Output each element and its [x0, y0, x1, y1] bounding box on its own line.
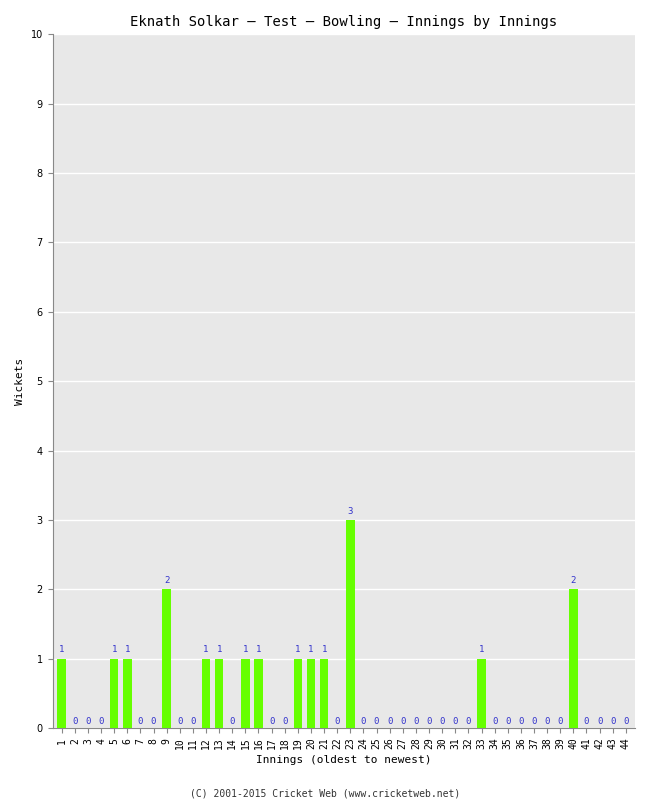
Text: 1: 1	[242, 646, 248, 654]
Text: 1: 1	[321, 646, 327, 654]
Text: 0: 0	[85, 717, 90, 726]
Text: 0: 0	[465, 717, 471, 726]
Text: (C) 2001-2015 Cricket Web (www.cricketweb.net): (C) 2001-2015 Cricket Web (www.cricketwe…	[190, 788, 460, 798]
Text: 0: 0	[426, 717, 432, 726]
Text: 1: 1	[308, 646, 314, 654]
Text: 0: 0	[177, 717, 183, 726]
Text: 0: 0	[269, 717, 274, 726]
Text: 0: 0	[492, 717, 497, 726]
Text: 1: 1	[112, 646, 117, 654]
Text: 1: 1	[125, 646, 130, 654]
Bar	[477, 658, 486, 728]
Bar	[294, 658, 302, 728]
Text: 0: 0	[98, 717, 104, 726]
Text: 0: 0	[584, 717, 589, 726]
Bar	[346, 520, 355, 728]
Text: 0: 0	[623, 717, 629, 726]
Text: 1: 1	[295, 646, 300, 654]
Bar	[123, 658, 131, 728]
Bar	[110, 658, 118, 728]
Text: 0: 0	[610, 717, 616, 726]
Text: 0: 0	[545, 717, 550, 726]
Y-axis label: Wickets: Wickets	[15, 358, 25, 405]
Bar	[320, 658, 328, 728]
Text: 2: 2	[164, 576, 170, 585]
Bar	[57, 658, 66, 728]
Bar	[254, 658, 263, 728]
Text: 0: 0	[72, 717, 77, 726]
Bar	[202, 658, 211, 728]
Text: 1: 1	[216, 646, 222, 654]
Bar	[162, 590, 171, 728]
Text: 0: 0	[387, 717, 393, 726]
Bar	[215, 658, 224, 728]
Text: 1: 1	[479, 646, 484, 654]
Text: 1: 1	[203, 646, 209, 654]
Text: 0: 0	[452, 717, 458, 726]
Text: 0: 0	[229, 717, 235, 726]
Text: 1: 1	[256, 646, 261, 654]
Text: 0: 0	[531, 717, 537, 726]
Text: 0: 0	[361, 717, 366, 726]
Text: 1: 1	[59, 646, 64, 654]
Text: 0: 0	[413, 717, 419, 726]
Text: 0: 0	[597, 717, 603, 726]
Text: 0: 0	[151, 717, 156, 726]
Text: 0: 0	[558, 717, 563, 726]
Bar	[241, 658, 250, 728]
Text: 0: 0	[374, 717, 379, 726]
Bar	[569, 590, 578, 728]
Text: 0: 0	[190, 717, 196, 726]
Title: Eknath Solkar – Test – Bowling – Innings by Innings: Eknath Solkar – Test – Bowling – Innings…	[130, 15, 557, 29]
Text: 0: 0	[439, 717, 445, 726]
Text: 0: 0	[400, 717, 406, 726]
Text: 2: 2	[571, 576, 576, 585]
Bar	[307, 658, 315, 728]
Text: 0: 0	[138, 717, 143, 726]
X-axis label: Innings (oldest to newest): Innings (oldest to newest)	[256, 755, 432, 765]
Text: 3: 3	[348, 506, 353, 516]
Text: 0: 0	[335, 717, 340, 726]
Text: 0: 0	[282, 717, 287, 726]
Text: 0: 0	[505, 717, 510, 726]
Text: 0: 0	[518, 717, 523, 726]
